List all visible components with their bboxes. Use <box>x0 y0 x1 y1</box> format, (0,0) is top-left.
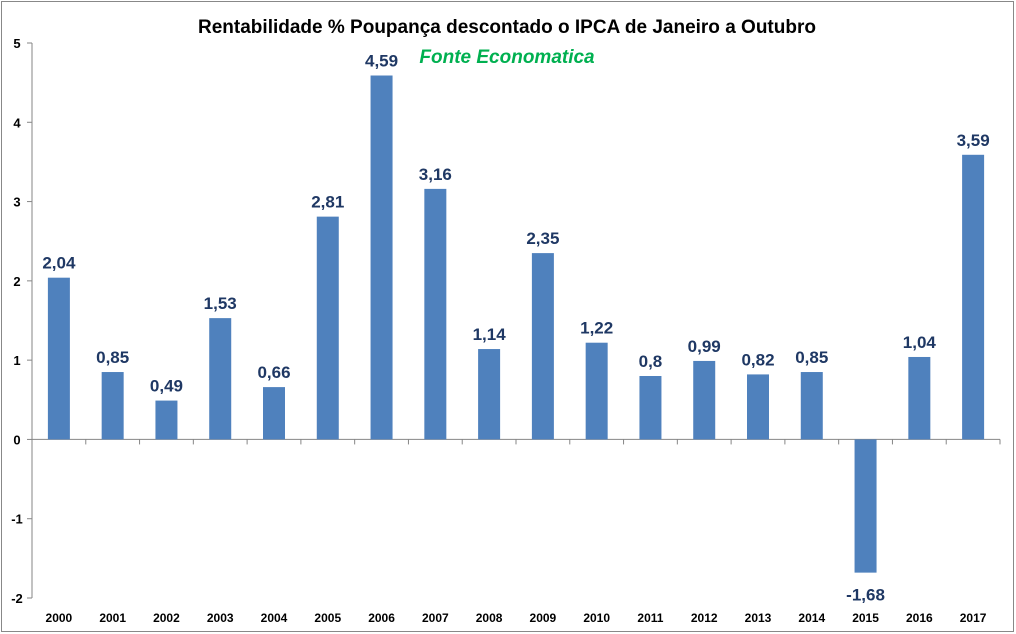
x-tick-label: 2002 <box>153 611 180 625</box>
data-label-2015: -1,68 <box>846 586 885 605</box>
bar-2017 <box>962 154 985 440</box>
plot-area: -2 -1 0 1 2 3 4 5 2,04 2000 0,85 2001 0,49 2002 1,53 20… <box>11 36 1001 625</box>
bar-2014 <box>800 372 823 440</box>
data-label-2012: 0,99 <box>688 337 721 356</box>
data-label-2014: 0,85 <box>795 348 828 367</box>
data-label-2013: 0,82 <box>741 350 774 369</box>
chart-title: Rentabilidade % Poupança descontado o IP… <box>198 17 816 38</box>
data-label-2001: 0,85 <box>96 348 129 367</box>
x-tick-label: 2009 <box>530 611 557 625</box>
x-tick-label: 2008 <box>476 611 503 625</box>
y-tick-label: 0 <box>13 432 20 447</box>
bar-2004 <box>263 387 285 440</box>
bar-2005 <box>316 216 339 440</box>
y-tick-label: 3 <box>13 195 20 210</box>
y-tick-label: 5 <box>13 36 20 51</box>
x-tick-label: 2004 <box>261 611 288 625</box>
data-label-2007: 3,16 <box>419 165 452 184</box>
data-label-2005: 2,81 <box>311 193 344 212</box>
bar-2016 <box>908 356 931 440</box>
bar-2003 <box>209 318 232 440</box>
x-tick-label: 2001 <box>99 611 126 625</box>
data-label-2003: 1,53 <box>204 294 237 313</box>
data-label-2010: 1,22 <box>580 319 613 338</box>
y-tick-label: 2 <box>13 274 20 289</box>
x-tick-label: 2005 <box>314 611 341 625</box>
x-tick-label: 2000 <box>46 611 73 625</box>
bar-2012 <box>693 360 716 440</box>
y-tick-label: -2 <box>11 591 23 606</box>
data-label-2016: 1,04 <box>903 333 937 352</box>
x-tick-label: 2012 <box>691 611 718 625</box>
bar-2000 <box>47 277 70 440</box>
data-label-2008: 1,14 <box>473 325 507 344</box>
bar-2015 <box>854 439 877 573</box>
bar-2006 <box>370 75 393 440</box>
y-tick-label: 1 <box>13 353 20 368</box>
x-tick-label: 2017 <box>960 611 987 625</box>
x-tick-label: 2013 <box>745 611 772 625</box>
x-tick-label: 2007 <box>422 611 449 625</box>
bar-2008 <box>478 349 501 440</box>
data-label-2002: 0,49 <box>150 377 183 396</box>
data-label-2006: 4,59 <box>365 52 398 71</box>
data-label-2009: 2,35 <box>526 229 559 248</box>
bar-2009 <box>531 253 554 440</box>
x-tick-label: 2003 <box>207 611 234 625</box>
bar-2007 <box>424 188 447 440</box>
chart-subtitle: Fonte Economatica <box>419 47 595 68</box>
x-tick-label: 2014 <box>798 611 825 625</box>
y-tick-label: -1 <box>11 512 23 527</box>
x-tick-label: 2011 <box>637 611 663 625</box>
bar-2013 <box>747 374 769 440</box>
bar-2010 <box>585 342 608 440</box>
x-tick-label: 2015 <box>852 611 879 625</box>
data-label-2011: 0,8 <box>639 352 663 371</box>
data-label-2004: 0,66 <box>257 363 290 382</box>
y-tick-label: 4 <box>13 115 21 130</box>
data-label-2000: 2,04 <box>42 254 76 273</box>
data-label-2017: 3,59 <box>957 131 990 150</box>
x-tick-label: 2010 <box>583 611 610 625</box>
bar-2011 <box>639 376 662 440</box>
bar-2002 <box>155 400 178 440</box>
x-tick-label: 2016 <box>906 611 933 625</box>
bar-2001 <box>101 372 124 440</box>
x-tick-label: 2006 <box>368 611 395 625</box>
